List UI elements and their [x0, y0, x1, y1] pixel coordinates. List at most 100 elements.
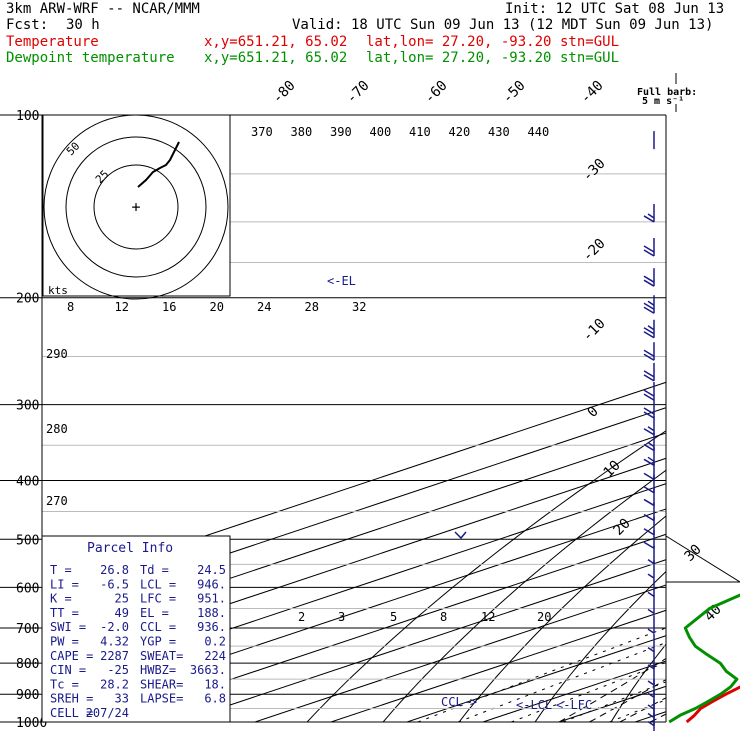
- wind-barb-feather: [643, 458, 655, 466]
- hodograph-center-mark: +: [131, 198, 140, 216]
- wind-barb-feather: [643, 428, 655, 436]
- wind-barb-feather: [643, 370, 655, 378]
- wind-barb-feather: [643, 327, 655, 335]
- temp-latlon: lat,lon= 27.20, -93.20: [366, 34, 552, 50]
- hodograph-ring: [93, 164, 179, 250]
- mixing-ratio-label: 20: [537, 610, 551, 624]
- wind-barb-feather: [647, 213, 655, 219]
- ccl-label: CCL->: [441, 695, 477, 709]
- barb-legend-label: Full barb:: [637, 87, 697, 98]
- mixing-ratio-line: [609, 699, 666, 722]
- parcel-key: LAPSE=: [140, 692, 183, 706]
- theta-tick-label: 370: [251, 125, 273, 139]
- parcel-key: CAPE =: [50, 649, 93, 663]
- wind-barb-feather: [643, 472, 655, 481]
- wind-barb-feather: [647, 721, 655, 727]
- wind-barb-feather: [647, 426, 655, 432]
- parcel-value: 28.2: [100, 677, 129, 691]
- parcel-value: 3663.: [190, 663, 226, 677]
- wind-barb-feather: [643, 498, 655, 507]
- temperature-tick-label: 20: [611, 516, 634, 539]
- isotherm-line: [42, 381, 666, 591]
- pressure-tick-label: 400: [16, 474, 39, 489]
- theta-tick-label: 420: [449, 125, 471, 139]
- pressure-tick-label: 1000: [16, 716, 47, 731]
- wind-barb-feather: [647, 591, 655, 597]
- wind-barb-feather: [647, 704, 655, 710]
- dry-adiabat-line: [610, 643, 666, 722]
- parcel-marker: [454, 531, 467, 540]
- theta-tick-label: 390: [330, 125, 352, 139]
- wind-barb-feather: [643, 528, 655, 536]
- wind-barb-feather: [643, 374, 655, 382]
- wind-barb-feather: [647, 646, 655, 653]
- mixing-ratio-label: 5: [390, 610, 397, 624]
- temp-xy: x,y=651.21, 65.02: [204, 34, 348, 50]
- parcel-value: 4.32: [100, 635, 129, 649]
- init-time: Init: 12 UTC Sat 08 Jun 13: [505, 1, 725, 17]
- hodograph-speed-label: 28: [305, 300, 319, 314]
- parcel-key: K =: [50, 592, 72, 606]
- wind-barb-feather: [643, 393, 655, 401]
- parcel-value: 18.: [204, 677, 226, 691]
- isotherm-line: [102, 533, 666, 722]
- isotherm-line: [406, 635, 666, 722]
- temperature-tick-label: -10: [580, 316, 609, 345]
- temperature-tick-label: -80: [270, 78, 299, 107]
- parcel-key: SWEAT=: [140, 649, 183, 663]
- isotherm-line: [42, 483, 666, 693]
- parcel-key: LCL =: [140, 577, 176, 591]
- forecast-hours: 30 h: [66, 17, 100, 33]
- wind-barb-feather: [643, 275, 655, 283]
- wind-barb-feather: [647, 628, 655, 634]
- wind-barb-feather: [643, 407, 655, 415]
- hodograph-speed-label: 8: [67, 300, 74, 314]
- wind-barb-feather: [643, 513, 655, 522]
- wind-barb-feather: [643, 353, 655, 361]
- wind-barb-feather: [643, 249, 655, 257]
- parcel-key: LI =: [50, 577, 79, 591]
- parcel-key: TT =: [50, 606, 79, 620]
- wind-barb-feather: [647, 608, 655, 614]
- dry-adiabat-line: [458, 515, 666, 722]
- wind-barb-feather: [643, 331, 655, 339]
- wind-barb-feather: [643, 215, 655, 223]
- wind-barb-feather: [643, 541, 655, 549]
- temperature-legend: Temperature: [6, 34, 99, 50]
- wind-barb-feather: [647, 456, 655, 462]
- dry-adiabat-line: [306, 430, 666, 722]
- parcel-key: YGP =: [140, 635, 176, 649]
- hodograph-units-label: kts: [48, 284, 68, 297]
- moist-adiabat-line: [589, 679, 666, 722]
- parcel-key: Tc =: [50, 677, 79, 691]
- pressure-tick-label: 800: [16, 657, 39, 672]
- temp-station: stn=GUL: [560, 34, 620, 50]
- wind-barb-feather: [643, 306, 655, 314]
- hodograph-speed-label: 12: [115, 300, 129, 314]
- parcel-value: 207/24: [86, 706, 129, 720]
- parcel-value: 25: [115, 592, 129, 606]
- theta-tick-label: 410: [409, 125, 431, 139]
- parcel-value: 49: [115, 606, 129, 620]
- hodograph-trace: [137, 141, 180, 188]
- theta-tick-label: 430: [488, 125, 510, 139]
- frame-diagonal: [665, 535, 740, 583]
- isotherm-line: [482, 660, 666, 722]
- dew-station: stn=GUL: [560, 50, 620, 66]
- wind-barb-feather: [643, 302, 655, 310]
- mixing-ratio-label: 3: [338, 610, 345, 624]
- parcel-value: 2287: [100, 649, 129, 663]
- hodograph-box: [42, 114, 231, 297]
- dew-latlon: lat,lon= 27.20, -93.20: [366, 50, 552, 66]
- wind-barb-feather: [643, 486, 655, 494]
- parcel-key: EL =: [140, 606, 169, 620]
- wind-barb-feather: [647, 712, 655, 719]
- parcel-key: SHEAR=: [140, 677, 183, 691]
- dewpoint-profile: [668, 593, 740, 724]
- temperature-tick-label: -40: [578, 78, 607, 107]
- temperature-tick-label: -70: [344, 78, 373, 107]
- lcl-label: <-LCL: [516, 698, 552, 712]
- parcel-key: CIN =: [50, 663, 86, 677]
- parcel-value: 951.: [197, 592, 226, 606]
- wind-barb-feather: [643, 411, 655, 419]
